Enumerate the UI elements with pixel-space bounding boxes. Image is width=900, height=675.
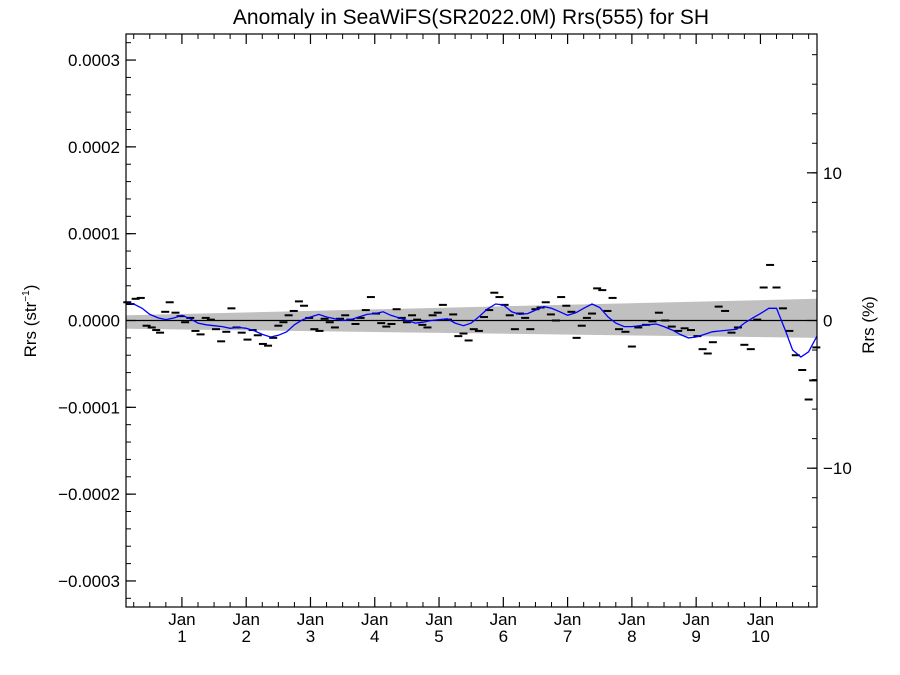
smoothed-series-line: [125, 302, 818, 358]
x-tick-label: Jan: [747, 610, 774, 629]
y-axis-right: 10 0 −10: [807, 54, 852, 587]
y-axis-left: 0.0003 0.0002 0.0001 0.0000 −0.0001 −0.0002 −0…: [58, 42, 136, 599]
y-tick-label: 0.0001: [68, 225, 120, 244]
y-tick-label: −0.0002: [58, 485, 120, 504]
x-tick-sublabel: 6: [499, 627, 508, 646]
x-tick-sublabel: 7: [563, 627, 572, 646]
x-tick-sublabel: 9: [691, 627, 700, 646]
x-tick-label: Jan: [554, 610, 581, 629]
y-tick-label: 0.0002: [68, 138, 120, 157]
plot-area: [123, 263, 821, 401]
y2-tick-label: −10: [823, 459, 852, 478]
y2-axis-label: Rrs (%): [859, 296, 878, 354]
y-axis-label: Rrs (str−1): [21, 285, 40, 358]
y-tick-label: −0.0001: [58, 398, 120, 417]
x-tick-sublabel: 3: [306, 627, 315, 646]
x-tick-sublabel: 4: [370, 627, 379, 646]
confidence-band: [126, 298, 817, 338]
y-tick-label: 0.0000: [68, 312, 120, 331]
x-axis: Jan1Jan2Jan3Jan4Jan5Jan6Jan7Jan8Jan9Jan1…: [133, 34, 810, 646]
x-tick-label: Jan: [425, 610, 452, 629]
y2-tick-label: 10: [823, 164, 842, 183]
y-tick-label: −0.0003: [58, 572, 120, 591]
x-tick-label: Jan: [682, 610, 709, 629]
x-tick-label: Jan: [361, 610, 388, 629]
y-tick-label: 0.0003: [68, 51, 120, 70]
x-tick-sublabel: 8: [627, 627, 636, 646]
x-tick-label: Jan: [168, 610, 195, 629]
x-tick-sublabel: 2: [241, 627, 250, 646]
x-tick-label: Jan: [618, 610, 645, 629]
x-tick-sublabel: 5: [434, 627, 443, 646]
y2-tick-label: 0: [823, 312, 832, 331]
x-tick-sublabel: 10: [751, 627, 770, 646]
x-tick-sublabel: 1: [177, 627, 186, 646]
x-tick-label: Jan: [490, 610, 517, 629]
x-tick-label: Jan: [232, 610, 259, 629]
chart-title: Anomaly in SeaWiFS(SR2022.0M) Rrs(555) f…: [233, 6, 709, 29]
x-tick-label: Jan: [297, 610, 324, 629]
